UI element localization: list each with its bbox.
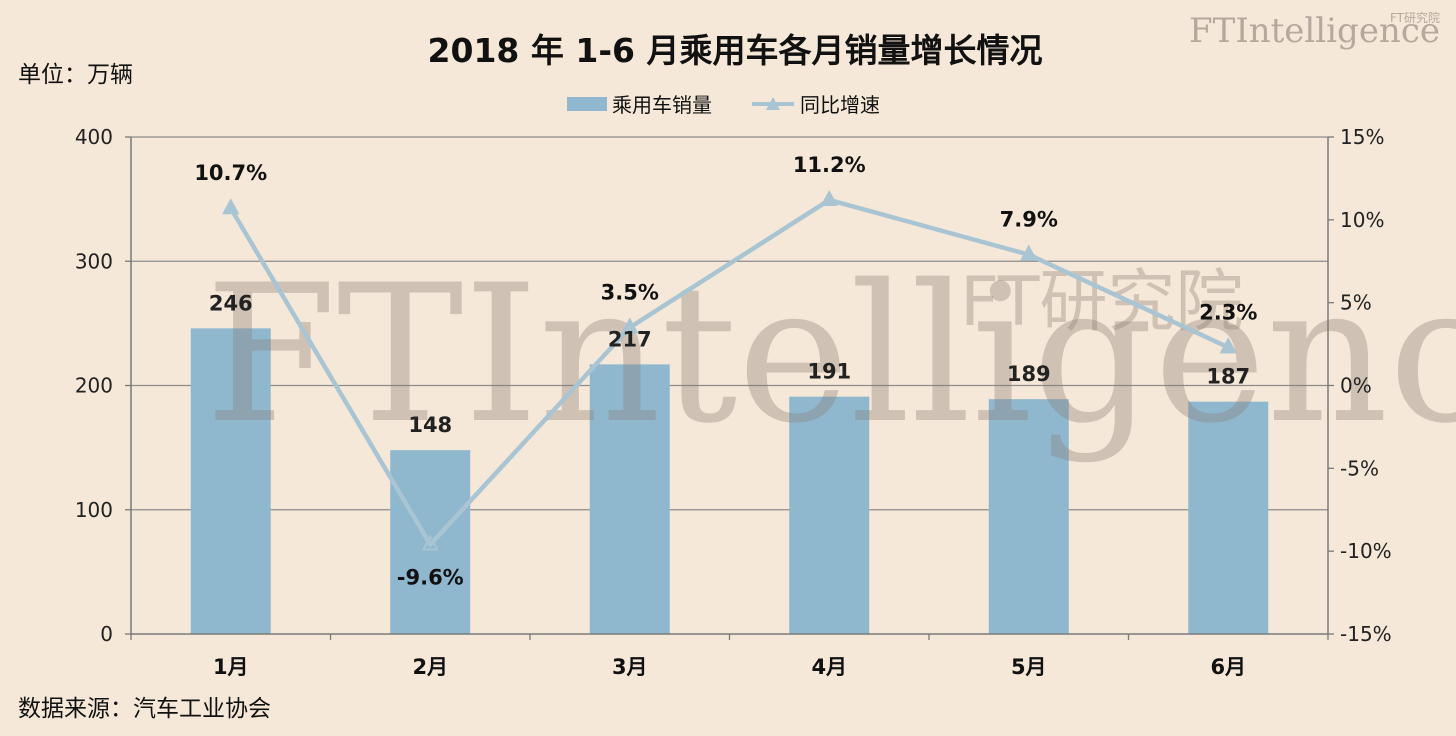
x-tick-label: 4月: [811, 655, 847, 679]
y-right-tick-label: 15%: [1340, 125, 1384, 149]
growth-line: [222, 189, 1237, 551]
bar: [589, 364, 670, 634]
growth-point: [621, 317, 639, 334]
x-tick-label: 1月: [213, 655, 249, 679]
legend: 乘用车销量 同比增速: [567, 93, 880, 117]
bar-value-label: 187: [1206, 365, 1250, 389]
y-left-tick-label: 100: [75, 498, 113, 522]
x-tick-label: 2月: [412, 655, 448, 679]
axes: 0 100 200 300 400 -15% -10% -5% 0% 5% 10% 15% 1月 2月 3月…: [75, 125, 1392, 679]
bar: [190, 328, 271, 634]
bar: [789, 396, 870, 634]
bar-value-label: 246: [209, 291, 253, 315]
growth-value-label: 2.3%: [1199, 300, 1257, 324]
legend-bar-label: 乘用车销量: [612, 93, 712, 117]
y-right-tick-label: -10%: [1340, 539, 1392, 563]
growth-value-label: -9.6%: [397, 566, 464, 590]
legend-bar-swatch: [567, 97, 607, 111]
x-tick-label: 3月: [612, 655, 648, 679]
y-left-tick-label: 400: [75, 125, 113, 149]
bar: [988, 399, 1069, 634]
grid: [131, 136, 1328, 511]
growth-point: [222, 198, 240, 215]
logo-text: FTIntelligence: [1189, 11, 1440, 51]
growth-value-label: 3.5%: [601, 281, 659, 305]
x-tick-label: 6月: [1210, 655, 1246, 679]
growth-point: [820, 189, 838, 206]
bar-value-label: 217: [608, 327, 652, 351]
bar-value-label: 191: [807, 360, 851, 384]
growth-point: [421, 534, 439, 551]
y-right-tick-label: -5%: [1340, 456, 1379, 480]
data-labels: 246 148 217 191 189 187 10.7% -9.6% 3.5% 11.2% 7.9…: [194, 153, 1257, 590]
legend-line-label: 同比增速: [800, 93, 880, 117]
bar-value-label: 148: [408, 413, 452, 437]
y-right-tick-label: 5%: [1340, 291, 1372, 315]
y-left-tick-label: 200: [75, 374, 113, 398]
growth-line-path: [228, 197, 1230, 547]
chart-title: 2018 年 1-6 月乘用车各月销量增长情况: [428, 31, 1043, 70]
growth-value-label: 7.9%: [1000, 208, 1058, 232]
watermark-cn-text: FT研究院: [960, 263, 1243, 342]
y-right-tick-label: 0%: [1340, 374, 1372, 398]
logo-cn-text: FT研究院: [1390, 10, 1440, 25]
y-left-tick-label: 300: [75, 249, 113, 273]
y-right-tick-label: -15%: [1340, 622, 1392, 646]
y-left-tick-label: 0: [100, 622, 113, 646]
bar-value-label: 189: [1007, 362, 1051, 386]
growth-point: [1020, 244, 1038, 261]
bar: [1188, 401, 1269, 634]
growth-value-label: 11.2%: [793, 153, 866, 177]
source-note: 数据来源：汽车工业协会: [18, 696, 271, 722]
watermark-text: FTIntelligence: [205, 244, 1456, 465]
y-right-tick-label: 10%: [1340, 208, 1384, 232]
legend-line-marker-icon: [766, 97, 780, 110]
unit-label: 单位：万辆: [18, 62, 133, 88]
growth-value-label: 10.7%: [194, 161, 267, 185]
x-tick-label: 5月: [1011, 655, 1047, 679]
growth-point: [1219, 337, 1237, 354]
